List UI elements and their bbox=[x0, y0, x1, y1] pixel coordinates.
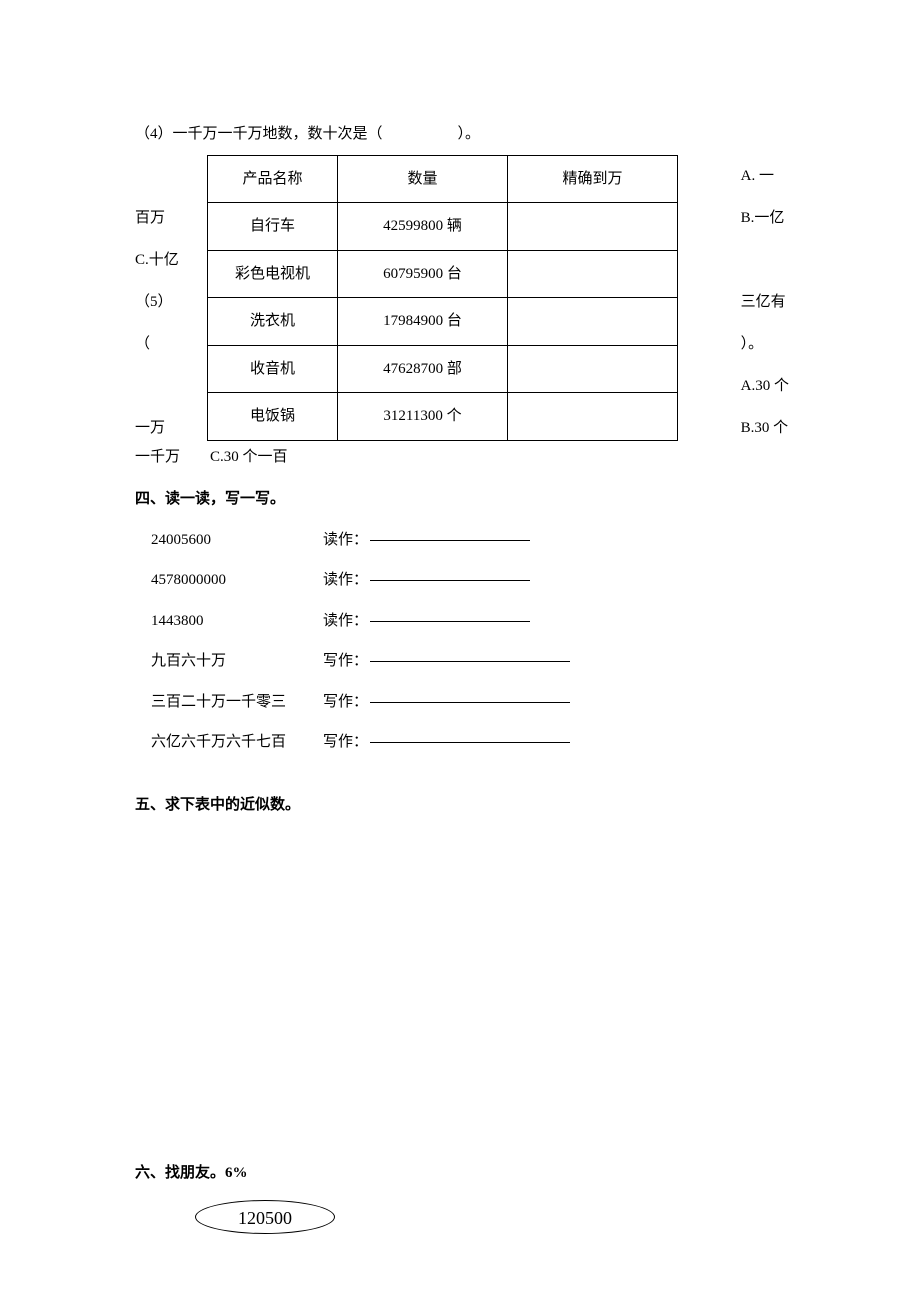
read-write-row: 六亿六千万六千七百写作： bbox=[151, 728, 785, 757]
table-row: 彩色电视机60795900 台 bbox=[208, 250, 678, 298]
cell-approx bbox=[508, 345, 678, 393]
question-4-text: （4）一千万一千万地数，数十次是（ ）。 bbox=[135, 120, 785, 149]
col-header-qty: 数量 bbox=[338, 155, 508, 203]
cell-approx bbox=[508, 393, 678, 441]
cell-quantity: 47628700 部 bbox=[338, 345, 508, 393]
rw-blank bbox=[370, 647, 570, 662]
read-write-row: 1443800读作： bbox=[151, 607, 785, 636]
cell-product-name: 电饭锅 bbox=[208, 393, 338, 441]
read-write-row: 24005600读作： bbox=[151, 526, 785, 555]
cell-quantity: 60795900 台 bbox=[338, 250, 508, 298]
products-table: 产品名称 数量 精确到万 自行车42599800 辆彩色电视机60795900 … bbox=[207, 155, 678, 441]
rw-blank bbox=[370, 688, 570, 703]
cell-product-name: 洗衣机 bbox=[208, 298, 338, 346]
read-write-row: 三百二十万一千零三写作： bbox=[151, 688, 785, 717]
table-header-row: 产品名称 数量 精确到万 bbox=[208, 155, 678, 203]
rw-number: 六亿六千万六千七百 bbox=[151, 728, 323, 757]
section-6-title: 六、找朋友。6% bbox=[135, 1159, 785, 1188]
friend-oval: 120500 bbox=[195, 1200, 335, 1234]
read-write-row: 4578000000读作： bbox=[151, 566, 785, 595]
rw-number: 九百六十万 bbox=[151, 647, 323, 676]
rw-label: 读作： bbox=[323, 607, 368, 636]
cell-approx bbox=[508, 298, 678, 346]
table-row: 收音机47628700 部 bbox=[208, 345, 678, 393]
rw-label: 读作： bbox=[323, 566, 368, 595]
cell-product-name: 彩色电视机 bbox=[208, 250, 338, 298]
cell-approx bbox=[508, 250, 678, 298]
oval-container: 120500 bbox=[195, 1200, 785, 1234]
cell-quantity: 42599800 辆 bbox=[338, 203, 508, 251]
rw-number: 4578000000 bbox=[151, 566, 323, 595]
rw-label: 读作： bbox=[323, 526, 368, 555]
table-row: 自行车42599800 辆 bbox=[208, 203, 678, 251]
rw-label: 写作： bbox=[323, 647, 368, 676]
col-header-name: 产品名称 bbox=[208, 155, 338, 203]
rw-blank bbox=[370, 566, 530, 581]
section-4-title: 四、读一读，写一写。 bbox=[135, 485, 785, 514]
section-5-title: 五、求下表中的近似数。 bbox=[135, 791, 785, 820]
col-header-approx: 精确到万 bbox=[508, 155, 678, 203]
rw-label: 写作： bbox=[323, 728, 368, 757]
rw-number: 1443800 bbox=[151, 607, 323, 636]
rw-blank bbox=[370, 728, 570, 743]
right-option-column: A. 一 B.一亿 三亿有 ）。 A.30 个 B.30 个 bbox=[741, 155, 789, 449]
cell-approx bbox=[508, 203, 678, 251]
after-table-text: 一千万 C.30 个一百 bbox=[135, 443, 785, 472]
cell-product-name: 收音机 bbox=[208, 345, 338, 393]
cell-product-name: 自行车 bbox=[208, 203, 338, 251]
rw-blank bbox=[370, 526, 530, 541]
cell-quantity: 17984900 台 bbox=[338, 298, 508, 346]
rw-number: 三百二十万一千零三 bbox=[151, 688, 323, 717]
cell-quantity: 31211300 个 bbox=[338, 393, 508, 441]
read-write-row: 九百六十万写作： bbox=[151, 647, 785, 676]
table-row: 洗衣机17984900 台 bbox=[208, 298, 678, 346]
table-row: 电饭锅31211300 个 bbox=[208, 393, 678, 441]
left-option-column: 百万 C.十亿 （5） （ 一万 bbox=[135, 155, 179, 449]
product-table-region: 百万 C.十亿 （5） （ 一万 A. 一 B.一亿 三亿有 ）。 A.30 个… bbox=[135, 155, 785, 441]
rw-label: 写作： bbox=[323, 688, 368, 717]
rw-number: 24005600 bbox=[151, 526, 323, 555]
rw-blank bbox=[370, 607, 530, 622]
